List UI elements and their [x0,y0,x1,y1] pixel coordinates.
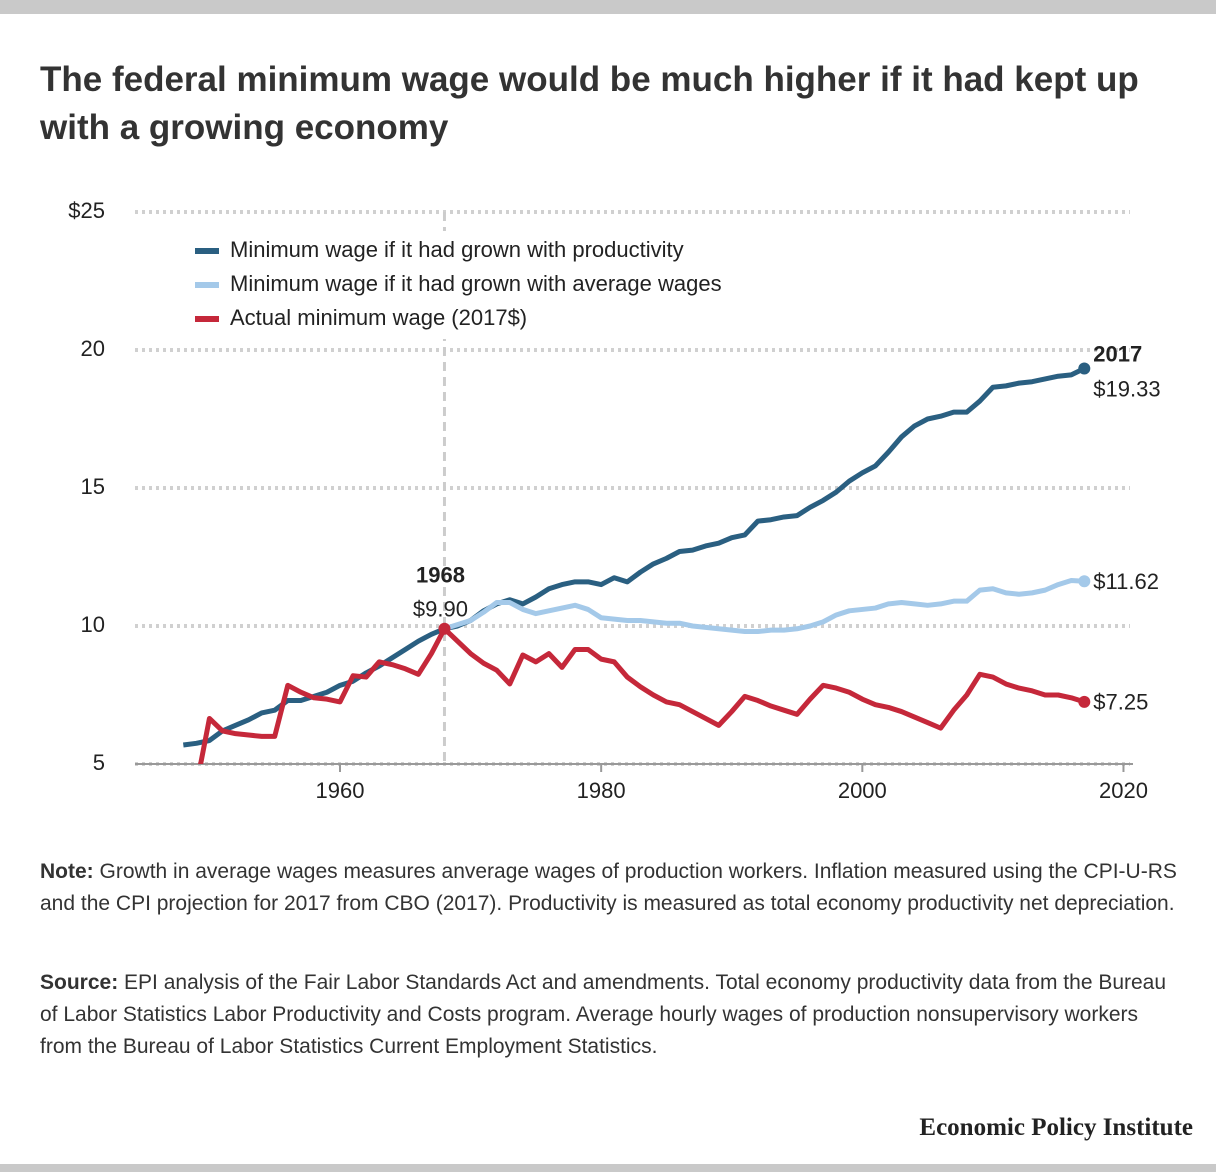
chart: 5 10 15 20 $25 1960 1980 2000 2020 Minimum wage i… [68,198,1160,803]
series-line [182,366,1086,748]
series-line [198,626,1086,764]
x-tick-label: 1980 [577,778,626,803]
note-label: Note: [40,860,94,883]
annotation-label: $11.62 [1093,569,1159,594]
annotation-dot [1078,575,1091,588]
annotation-dot [1078,362,1091,375]
legend-background [180,231,825,339]
x-tick-label: 2000 [838,778,887,803]
x-tick-label: 2020 [1099,778,1148,803]
plot-area [182,366,1086,764]
footer: Economic Policy Institute [919,1114,1193,1141]
source-label: Source: [40,971,119,994]
annotation-label: $9.90 [413,597,468,622]
note: Note: Growth in average wages measures a… [40,856,1180,920]
y-tick-label: 5 [93,750,105,775]
legend-label: Minimum wage if it had grown with produc… [230,237,684,262]
legend-label: Minimum wage if it had grown with averag… [230,271,722,296]
annotation-dot [1078,695,1091,708]
source-text: EPI analysis of the Fair Labor Standards… [40,971,1167,1058]
y-tick-label: 15 [81,474,105,499]
annotation-label: $19.33 [1093,376,1160,401]
bottom-bar [0,1164,1216,1172]
y-tick-label: 10 [81,612,105,637]
legend-label: Actual minimum wage (2017$) [230,305,527,330]
top-bar [0,0,1216,14]
y-tick-label: $25 [68,198,105,223]
series-line [443,577,1085,635]
annotation-year: 1968 [416,563,465,588]
y-tick-label: 20 [81,336,105,361]
source: Source: EPI analysis of the Fair Labor S… [40,967,1180,1063]
note-text: Growth in average wages measures anverag… [40,860,1177,915]
annotation-dot [438,622,451,635]
chart-title: The federal minimum wage would be much h… [40,60,1139,147]
annotation-label: $7.25 [1093,690,1148,715]
x-tick-label: 1960 [316,778,365,803]
annotation-year: 2017 [1093,341,1142,366]
